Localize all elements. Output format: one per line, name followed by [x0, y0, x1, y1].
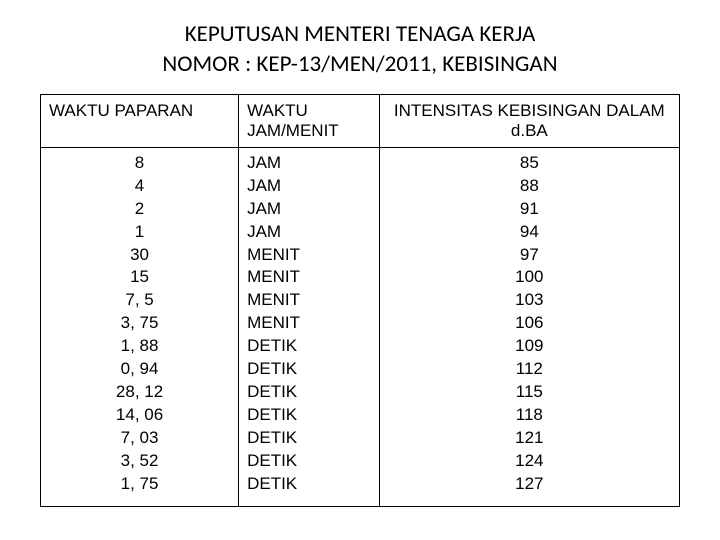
value-paparan: 1, 88 [121, 335, 159, 358]
header-col2-line1: WAKTU [247, 101, 308, 120]
value-unit: DETIK [247, 450, 297, 473]
table-body: 842130157, 53, 751, 880, 9428, 1214, 067… [41, 147, 680, 506]
cell-dba: 8588919497100103106109112115118121124127 [379, 147, 679, 506]
value-unit: MENIT [247, 312, 300, 335]
value-unit: DETIK [247, 381, 297, 404]
value-unit: JAM [247, 198, 281, 221]
header-row: WAKTU PAPARAN WAKTU JAM/MENIT INTENSITAS… [41, 94, 680, 147]
value-paparan: 30 [130, 244, 149, 267]
table-row: 842130157, 53, 751, 880, 9428, 1214, 067… [41, 147, 680, 506]
value-paparan: 3, 75 [121, 312, 159, 335]
header-waktu-paparan: WAKTU PAPARAN [41, 94, 239, 147]
value-paparan: 8 [135, 152, 144, 175]
noise-table: WAKTU PAPARAN WAKTU JAM/MENIT INTENSITAS… [40, 94, 680, 507]
value-dba: 121 [515, 427, 543, 450]
value-dba: 91 [520, 198, 539, 221]
value-dba: 112 [516, 358, 543, 381]
value-paparan: 4 [135, 175, 144, 198]
value-dba: 94 [520, 221, 539, 244]
page: KEPUTUSAN MENTERI TENAGA KERJA NOMOR : K… [0, 0, 720, 527]
header-intensitas: INTENSITAS KEBISINGAN DALAM d.BA [379, 94, 679, 147]
value-dba: 97 [520, 244, 539, 267]
value-dba: 118 [516, 404, 543, 427]
value-paparan: 1, 75 [121, 473, 159, 496]
header-col2-line2: JAM/MENIT [247, 121, 339, 140]
value-dba: 124 [515, 450, 543, 473]
value-unit: JAM [247, 175, 281, 198]
cell-unit: JAMJAMJAMJAMMENITMENITMENITMENITDETIKDET… [239, 147, 380, 506]
value-paparan: 0, 94 [121, 358, 159, 381]
page-title: KEPUTUSAN MENTERI TENAGA KERJA NOMOR : K… [40, 20, 680, 80]
header-col3-line1: INTENSITAS KEBISINGAN DALAM [394, 101, 665, 120]
value-unit: MENIT [247, 266, 300, 289]
value-dba: 115 [516, 381, 543, 404]
title-line-1: KEPUTUSAN MENTERI TENAGA KERJA [185, 20, 536, 48]
header-col1-text: WAKTU PAPARAN [49, 101, 193, 120]
value-unit: MENIT [247, 289, 300, 312]
value-paparan: 1 [135, 221, 144, 244]
value-paparan: 7, 5 [125, 289, 153, 312]
title-line-2: NOMOR : KEP-13/MEN/2011, KEBISINGAN [162, 50, 557, 78]
value-unit: JAM [247, 221, 281, 244]
value-paparan: 28, 12 [116, 381, 163, 404]
value-unit: DETIK [247, 404, 297, 427]
value-dba: 109 [515, 335, 543, 358]
cell-paparan: 842130157, 53, 751, 880, 9428, 1214, 067… [41, 147, 239, 506]
value-unit: DETIK [247, 335, 297, 358]
value-paparan: 2 [135, 198, 144, 221]
value-paparan: 7, 03 [121, 427, 159, 450]
value-dba: 106 [515, 312, 543, 335]
value-unit: DETIK [247, 473, 297, 496]
value-unit: DETIK [247, 427, 297, 450]
value-dba: 127 [515, 473, 543, 496]
value-paparan: 15 [130, 266, 149, 289]
header-waktu-unit: WAKTU JAM/MENIT [239, 94, 380, 147]
table-header: WAKTU PAPARAN WAKTU JAM/MENIT INTENSITAS… [41, 94, 680, 147]
value-paparan: 3, 52 [121, 450, 159, 473]
value-unit: JAM [247, 152, 281, 175]
value-unit: DETIK [247, 358, 297, 381]
value-dba: 100 [515, 266, 543, 289]
value-dba: 85 [520, 152, 539, 175]
value-paparan: 14, 06 [116, 404, 163, 427]
header-col3-line2: d.BA [511, 121, 548, 140]
value-dba: 88 [520, 175, 539, 198]
value-unit: MENIT [247, 244, 300, 267]
value-dba: 103 [515, 289, 543, 312]
